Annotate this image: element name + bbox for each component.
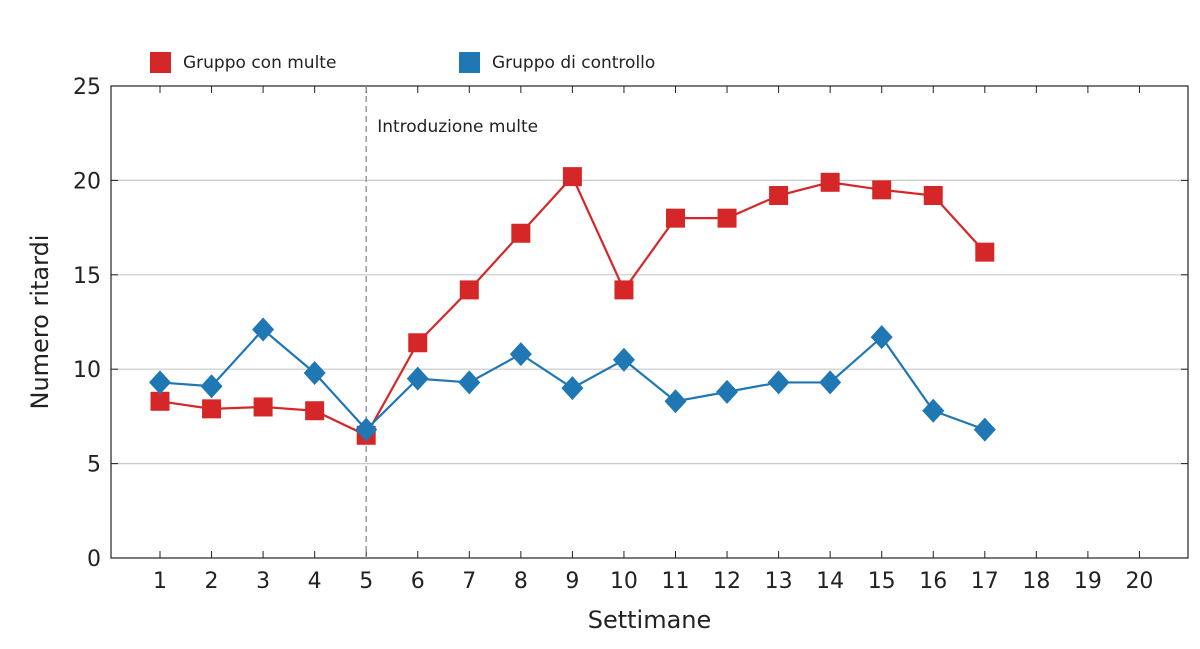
data-point bbox=[973, 417, 996, 442]
legend-label: Gruppo di controllo bbox=[492, 53, 655, 73]
data-point bbox=[511, 223, 531, 243]
data-point bbox=[923, 186, 943, 206]
data-point bbox=[149, 370, 171, 395]
data-point bbox=[459, 280, 479, 300]
data-point bbox=[562, 167, 582, 187]
data-point bbox=[150, 391, 170, 411]
data-point bbox=[870, 325, 893, 350]
x-tick-label: 20 bbox=[1125, 569, 1153, 594]
data-point bbox=[666, 208, 685, 228]
x-tick-label: 3 bbox=[256, 569, 270, 594]
data-point bbox=[716, 379, 739, 404]
x-tick-label: 4 bbox=[308, 569, 322, 594]
data-point bbox=[305, 401, 325, 421]
y-tick-label: 20 bbox=[73, 169, 101, 194]
annotation-layer: Introduzione multe bbox=[365, 86, 538, 558]
data-point bbox=[975, 242, 995, 262]
x-tick-label: 9 bbox=[565, 569, 579, 594]
data-point bbox=[355, 417, 378, 442]
data-point bbox=[612, 347, 635, 372]
data-point bbox=[458, 370, 481, 395]
data-point bbox=[717, 208, 737, 228]
plot-frame bbox=[110, 85, 1189, 559]
data-point bbox=[253, 397, 273, 417]
data-point bbox=[767, 370, 790, 395]
y-tick-label: 15 bbox=[73, 264, 101, 289]
x-tick-label: 19 bbox=[1074, 569, 1102, 594]
x-tick-label: 18 bbox=[1022, 569, 1050, 594]
x-tick-label: 10 bbox=[610, 569, 638, 594]
y-tick-label: 25 bbox=[73, 75, 101, 100]
data-point bbox=[769, 186, 789, 206]
series-2 bbox=[149, 317, 996, 442]
x-tick-label: 16 bbox=[919, 569, 947, 594]
x-tick-label: 5 bbox=[359, 569, 373, 594]
data-point bbox=[664, 389, 687, 414]
x-tick-label: 6 bbox=[411, 569, 425, 594]
ticks-layer: 1 2 3 4 5 6 7 8 9 10 11 12 13 14 15 16 17 18 19 20051015202… bbox=[73, 75, 1188, 594]
data-point bbox=[922, 398, 945, 423]
data-point bbox=[202, 399, 222, 419]
data-point bbox=[406, 366, 429, 391]
data-point bbox=[819, 370, 842, 395]
legend-label: Gruppo con multe bbox=[183, 53, 336, 73]
data-point bbox=[252, 317, 275, 342]
data-point bbox=[614, 280, 634, 300]
data-point bbox=[408, 333, 428, 353]
data-point bbox=[200, 374, 223, 399]
data-point bbox=[820, 172, 840, 192]
legend: Gruppo con multe Gruppo di controllo bbox=[150, 52, 655, 73]
x-tick-label: 15 bbox=[868, 569, 896, 594]
x-tick-label: 2 bbox=[205, 569, 219, 594]
data-point bbox=[509, 342, 532, 367]
y-tick-label: 5 bbox=[87, 453, 101, 478]
x-tick-label: 13 bbox=[765, 569, 793, 594]
data-point bbox=[872, 180, 892, 200]
x-axis-title: Settimane bbox=[588, 606, 712, 634]
x-tick-label: 8 bbox=[514, 569, 528, 594]
x-tick-label: 12 bbox=[713, 569, 741, 594]
y-tick-label: 0 bbox=[87, 547, 101, 572]
series-1 bbox=[150, 167, 995, 445]
x-tick-label: 14 bbox=[816, 569, 844, 594]
legend-swatch bbox=[459, 52, 480, 73]
x-tick-label: 1 bbox=[153, 569, 167, 594]
data-point bbox=[561, 376, 584, 401]
legend-swatch bbox=[150, 52, 171, 73]
annotation-label: Introduzione multe bbox=[377, 117, 538, 137]
x-tick-label: 7 bbox=[462, 569, 476, 594]
y-axis-title: Numero ritardi bbox=[26, 235, 54, 410]
grid-layer bbox=[111, 179, 1188, 465]
series-layer bbox=[149, 167, 996, 445]
y-tick-label: 10 bbox=[73, 358, 101, 383]
x-tick-label: 11 bbox=[662, 569, 690, 594]
x-tick-label: 17 bbox=[971, 569, 999, 594]
data-point bbox=[303, 360, 326, 385]
